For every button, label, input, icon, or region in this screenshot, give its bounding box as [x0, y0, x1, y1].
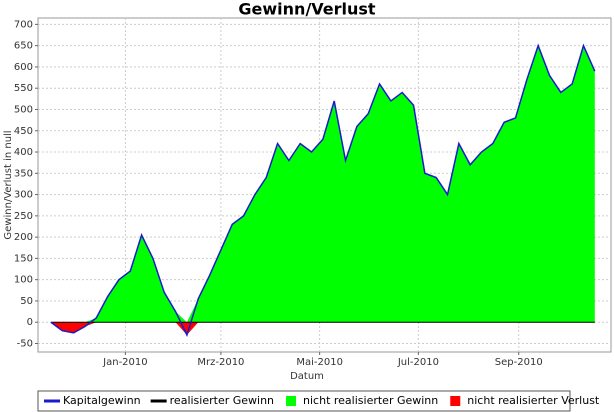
- y-tick-label: 300: [14, 190, 33, 201]
- x-tick-label: Jul-2010: [397, 357, 439, 368]
- chart-title: Gewinn/Verlust: [238, 0, 376, 19]
- legend-label: Kapitalgewinn: [63, 394, 141, 407]
- area: [50, 322, 595, 335]
- area: [50, 45, 595, 323]
- y-tick-label: 350: [14, 168, 33, 179]
- y-tick-label: 400: [14, 147, 33, 158]
- y-tick-label: 550: [14, 83, 33, 94]
- legend-swatch: [286, 396, 297, 406]
- y-tick-label: 150: [14, 253, 33, 264]
- y-tick-label: 100: [14, 275, 33, 286]
- y-tick-label: -50: [17, 338, 33, 349]
- legend-label: realisierter Gewinn: [170, 394, 274, 407]
- x-tick-label: Mai-2010: [296, 357, 343, 368]
- line: [50, 43, 596, 338]
- legend-label: nicht realisierter Gewinn: [303, 394, 438, 407]
- y-tick-label: 200: [14, 232, 33, 243]
- y-tick-label: 650: [14, 41, 33, 52]
- x-tick-label: Mrz-2010: [197, 357, 244, 368]
- y-tick-label: 50: [20, 296, 33, 307]
- y-axis-label: Gewinn/Verlust in null: [3, 130, 14, 239]
- x-tick-label: Sep-2010: [495, 357, 543, 368]
- legend-box: [37, 390, 571, 412]
- y-tick-label: 700: [14, 19, 33, 30]
- legend-label: nicht realisierter Verlust: [467, 394, 600, 407]
- y-tick-label: 250: [14, 211, 33, 222]
- x-tick-label: Jan-2010: [102, 357, 147, 368]
- y-tick-label: 0: [27, 317, 33, 328]
- y-tick-label: 450: [14, 126, 33, 137]
- x-axis-label: Datum: [290, 371, 324, 382]
- legend-swatch: [450, 396, 461, 406]
- y-tick-label: 500: [14, 104, 33, 115]
- y-tick-label: 600: [14, 62, 33, 73]
